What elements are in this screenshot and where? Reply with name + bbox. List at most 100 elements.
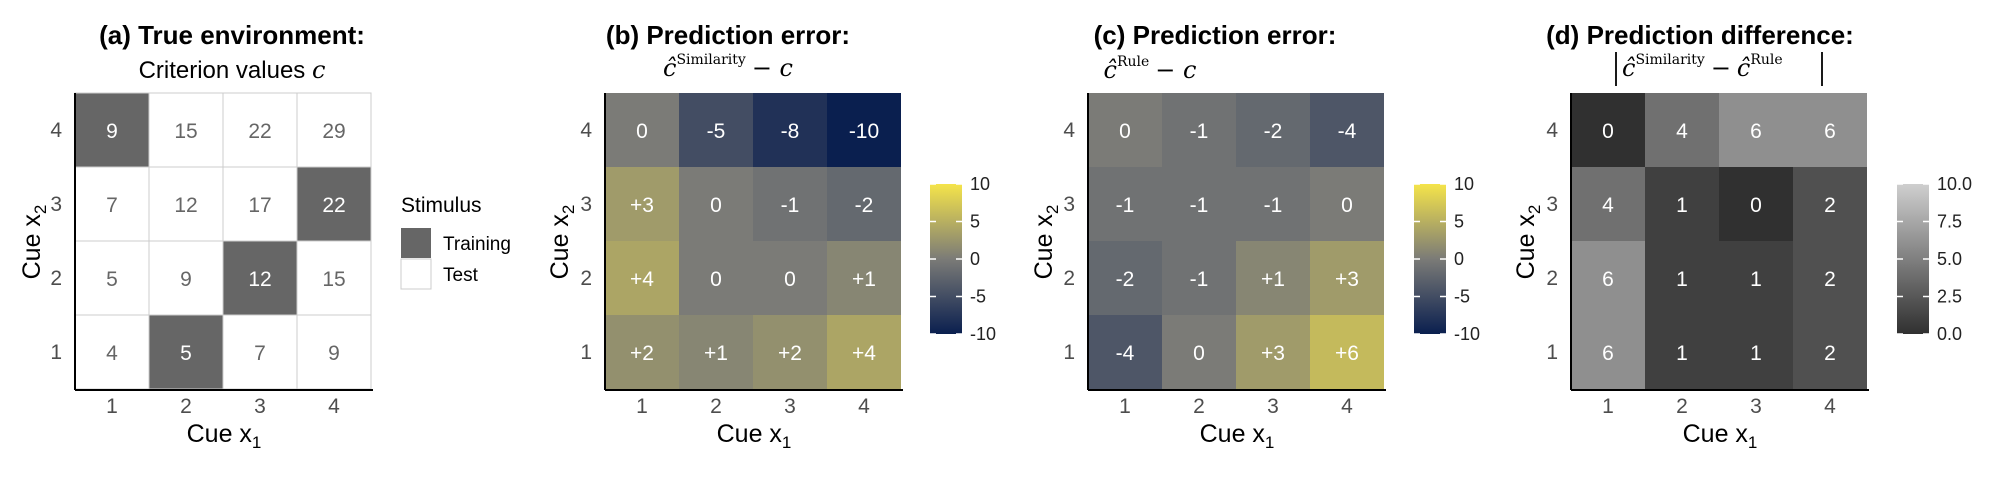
cell-label-d-1-1: 6	[1602, 342, 1614, 365]
cell-label-a-1-3: 7	[106, 194, 118, 217]
cell-label-c-2-1: 0	[1193, 342, 1205, 365]
colorbar-tick-label-c: -5	[1454, 287, 1470, 307]
cell-label-c-3-3: -1	[1264, 194, 1283, 217]
heatmap-cell-c-2-2	[1162, 241, 1236, 315]
cell-label-c-3-1: +3	[1261, 342, 1285, 365]
panel-b-title: (b) Prediction error:	[606, 20, 850, 50]
heatmap-cell-c-3-4	[1236, 93, 1310, 167]
svg-text:ĉSimilarity−ĉRule: ĉSimilarity − ĉRule	[1622, 52, 1783, 82]
y-tick-b-1: 1	[580, 341, 592, 364]
heatmap-cell-c-2-3	[1162, 167, 1236, 241]
colorbar-tick-label-b: 10	[970, 174, 990, 194]
heatmap-cell-c-3-2	[1236, 241, 1310, 315]
heatmap-cell-b-3-3	[753, 167, 827, 241]
panel-d-subtitle: ĉSimilarity − ĉRule	[1615, 52, 1823, 86]
cell-label-a-3-4: 22	[248, 120, 271, 143]
cell-label-d-2-4: 4	[1676, 120, 1688, 143]
cell-label-d-4-3: 2	[1824, 194, 1836, 217]
axis-lines-a	[74, 93, 373, 391]
cell-label-d-3-3: 0	[1750, 194, 1762, 217]
heatmap-cell-c-1-3	[1088, 167, 1162, 241]
cell-label-d-2-2: 1	[1676, 268, 1688, 291]
y-tick-b-4: 4	[580, 119, 592, 142]
cell-label-a-2-4: 15	[174, 120, 197, 143]
cell-label-c-1-3: -1	[1116, 194, 1135, 217]
x-tick-c-3: 3	[1267, 395, 1279, 418]
heatmap-cell-a-1-1	[74, 314, 150, 390]
heatmap-cell-c-1-1	[1088, 315, 1162, 389]
cell-label-c-4-2: +3	[1335, 268, 1359, 291]
cell-label-d-1-4: 0	[1602, 120, 1614, 143]
heatmap-cell-d-4-2	[1793, 241, 1867, 315]
colorbar-tick-label-c: 0	[1454, 249, 1464, 269]
cell-label-d-1-3: 4	[1602, 194, 1614, 217]
x-tick-b-3: 3	[784, 395, 796, 418]
heatmap-cell-a-4-4	[296, 92, 372, 168]
legend-stimulus: Stimulus Training Test	[400, 194, 511, 290]
colorbar-tick-label-b: 5	[970, 212, 980, 232]
heatmap-cell-a-4-3	[296, 166, 372, 242]
heatmap-cell-d-1-1	[1571, 315, 1645, 389]
cell-label-a-4-4: 29	[322, 120, 345, 143]
panel-d: (d) Prediction difference: ĉSimilarity − ĉ…	[1512, 20, 1972, 452]
heatmap-cell-a-4-2	[296, 240, 372, 316]
heatmap-c: -4 0 +3 +6 -2 -1 +1 +3 -1 -1 -1 0 0 -1 -2 -4 1 2 3 4 1 2 3 4	[1063, 93, 1384, 418]
cell-label-d-1-2: 6	[1602, 268, 1614, 291]
cell-label-b-2-2: 0	[710, 268, 722, 291]
cell-label-a-2-2: 9	[180, 268, 192, 291]
cell-label-a-3-2: 12	[248, 268, 271, 291]
cell-label-a-2-1: 5	[180, 342, 192, 365]
heatmap-cell-b-2-3	[679, 167, 753, 241]
colorbar-c: 10 5 0 -5 -10	[1414, 174, 1480, 344]
cell-label-c-2-4: -1	[1190, 120, 1209, 143]
colorbar-tick-label-c: -10	[1454, 324, 1480, 344]
y-tick-b-3: 3	[580, 193, 592, 216]
legend-swatch-test	[400, 258, 432, 290]
heatmap-cell-c-2-4	[1162, 93, 1236, 167]
heatmap-cell-c-3-1	[1236, 315, 1310, 389]
axis-lines-d	[1570, 93, 1869, 391]
y-tick-a-4: 4	[50, 119, 62, 142]
heatmap-cell-b-1-2	[605, 241, 679, 315]
cell-label-a-1-4: 9	[106, 120, 118, 143]
y-axis-title-d: Cue x2	[1512, 205, 1544, 280]
heatmap-cell-d-3-2	[1719, 241, 1793, 315]
y-tick-a-1: 1	[50, 341, 62, 364]
heatmap-cell-a-2-1	[148, 314, 224, 390]
cell-label-c-4-4: -4	[1338, 120, 1357, 143]
heatmap-b: +2 +1 +2 +4 +4 0 0 +1 +3 0 -1 -2 0 -5 -8 -10 1 2 3 4 1 2 3 4	[580, 93, 901, 418]
cell-label-d-4-1: 2	[1824, 342, 1836, 365]
x-tick-d-4: 4	[1824, 395, 1836, 418]
cell-label-c-1-2: -2	[1116, 268, 1135, 291]
heatmap-cell-b-1-1	[605, 315, 679, 389]
cell-label-a-4-1: 9	[328, 342, 340, 365]
heatmap-cell-a-4-1	[296, 314, 372, 390]
cell-label-b-4-3: -2	[855, 194, 874, 217]
cell-label-d-2-3: 1	[1676, 194, 1688, 217]
panel-c-subtitle: ĉRule − c	[1104, 54, 1197, 84]
cell-label-d-3-2: 1	[1750, 268, 1762, 291]
panel-c-title: (c) Prediction error:	[1094, 20, 1337, 50]
heatmap-cell-a-2-2	[148, 240, 224, 316]
heatmap-cell-a-2-4	[148, 92, 224, 168]
heatmap-cell-d-1-2	[1571, 241, 1645, 315]
y-tick-d-1: 1	[1546, 341, 1558, 364]
colorbar-tick-label-d: 7.5	[1937, 212, 1962, 232]
x-axis-title-a: Cue x1	[187, 420, 262, 452]
cell-label-b-4-1: +4	[852, 342, 876, 365]
colorbar-tick-label-b: -5	[970, 287, 986, 307]
cell-label-a-3-1: 7	[254, 342, 266, 365]
legend-label-training: Training	[443, 234, 511, 255]
legend-title: Stimulus	[401, 194, 482, 217]
x-tick-d-1: 1	[1602, 395, 1614, 418]
heatmap-cell-c-1-4	[1088, 93, 1162, 167]
heatmap-cell-a-1-4	[74, 92, 150, 168]
y-tick-a-3: 3	[50, 193, 62, 216]
heatmap-cell-a-3-2	[222, 240, 298, 316]
x-axis-title-d: Cue x1	[1683, 420, 1758, 452]
cell-label-b-2-3: 0	[710, 194, 722, 217]
heatmap-cell-d-3-3	[1719, 167, 1793, 241]
heatmap-cell-b-4-4	[827, 93, 901, 167]
x-tick-b-2: 2	[710, 395, 722, 418]
x-tick-a-2: 2	[180, 395, 192, 418]
